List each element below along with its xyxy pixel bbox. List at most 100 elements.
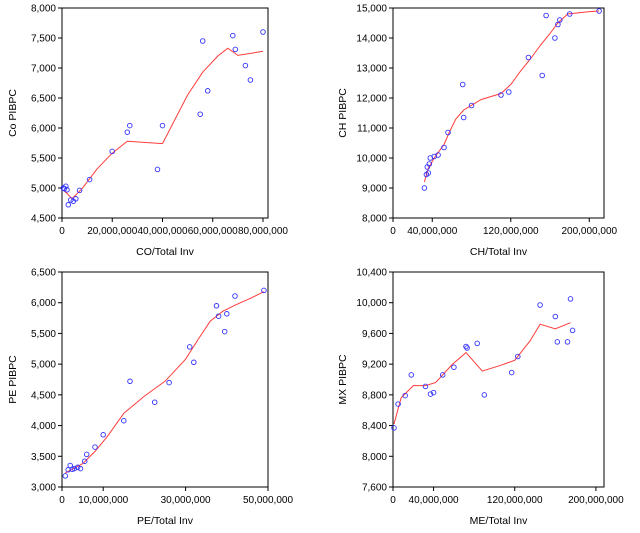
ch-x-tick-label: 120,000,000 bbox=[483, 226, 539, 237]
co-x-tick-label: 60,000,000 bbox=[188, 226, 238, 237]
pe-chart: 3,000 3,500 4,000 4,500 5,000 5,500 6,000 6,500… bbox=[7, 268, 293, 528]
ch-data-point bbox=[552, 35, 558, 41]
mx-y-axis-title: MX PIBPC bbox=[337, 354, 349, 405]
mx-data-point bbox=[554, 339, 561, 345]
ch-data-point bbox=[566, 11, 573, 17]
co-data-point bbox=[154, 166, 161, 173]
mx-data-point bbox=[481, 392, 488, 398]
mx-data-point bbox=[515, 353, 521, 360]
ch-x-tick-label: 200,000,000 bbox=[561, 226, 617, 237]
co-data-point bbox=[109, 148, 115, 155]
ch-chart: 8,000 9,000 10,000 11,000 12,000 13,000 14,000… bbox=[337, 4, 618, 259]
mx-data-point bbox=[427, 391, 434, 397]
pe-data-point bbox=[77, 465, 84, 472]
ch-data-point bbox=[445, 129, 451, 136]
co-data-point bbox=[197, 111, 203, 117]
mx-y-tick-label: 10,000 bbox=[356, 298, 387, 309]
ch-x-tick-label: 0 bbox=[390, 226, 396, 237]
ch-data-point bbox=[543, 12, 549, 19]
co-data-point bbox=[63, 183, 69, 189]
mx-data-point bbox=[564, 339, 571, 345]
ch-data-point bbox=[459, 81, 466, 88]
mx-y-tick-label: 10,400 bbox=[356, 268, 387, 279]
ch-data-point bbox=[596, 8, 602, 14]
co-y-axis-title: Co PIBPC bbox=[7, 89, 19, 137]
mx-data-point bbox=[395, 401, 401, 407]
pe-data-point bbox=[224, 311, 230, 317]
co-y-tick-label: 4,500 bbox=[31, 214, 56, 225]
co-data-point bbox=[127, 122, 133, 129]
pe-y-tick-label: 6,500 bbox=[31, 268, 56, 279]
mx-data-point bbox=[464, 345, 470, 351]
co-data-point bbox=[64, 187, 70, 193]
pe-data-point bbox=[232, 293, 238, 299]
pe-data-point bbox=[74, 464, 81, 471]
mx-chart: 7,600 8,000 8,400 8,800 9,200 9,600 10,000 10,4… bbox=[337, 268, 624, 528]
co-data-point bbox=[159, 122, 166, 129]
ch-x-axis-title: CH/Total Inv bbox=[470, 246, 528, 258]
pe-x-tick-label: 50,000,000 bbox=[243, 495, 293, 506]
pe-x-axis-title: PE/Total Inv bbox=[137, 515, 194, 527]
pe-data-point bbox=[151, 399, 158, 405]
pe-data-point bbox=[127, 378, 133, 385]
pe-data-point bbox=[81, 458, 88, 464]
co-data-point bbox=[204, 88, 211, 94]
mx-data-point bbox=[422, 383, 429, 390]
pe-data-point bbox=[62, 473, 69, 479]
pe-data-point bbox=[121, 417, 127, 424]
co-data-point bbox=[232, 46, 239, 53]
pe-y-axis-title: PE PIBPC bbox=[7, 355, 19, 404]
pe-data-point bbox=[83, 451, 90, 458]
pe-data-point bbox=[186, 344, 193, 350]
mx-data-point bbox=[439, 372, 446, 378]
pe-y-tick-label: 6,000 bbox=[31, 298, 56, 309]
ch-data-point bbox=[525, 54, 532, 61]
pe-y-tick-label: 5,000 bbox=[31, 360, 56, 371]
mx-data-point bbox=[474, 340, 480, 347]
co-data-point bbox=[76, 187, 83, 194]
co-chart: 4,500 5,000 5,500 6,000 6,500 7,000 7,500 8,000… bbox=[7, 4, 288, 259]
ch-y-axis-title: CH PIBPC bbox=[337, 88, 349, 138]
co-x-tick-label: 0 bbox=[59, 226, 65, 237]
co-x-tick-label: 80,000,000 bbox=[238, 226, 288, 237]
pe-data-point bbox=[92, 444, 98, 450]
mx-plot-frame bbox=[392, 271, 605, 488]
co-y-tick-label: 7,000 bbox=[31, 64, 56, 75]
ch-data-point bbox=[506, 89, 512, 95]
mx-data-point bbox=[463, 343, 469, 350]
co-data-point bbox=[260, 29, 266, 35]
mx-fit-line bbox=[393, 322, 571, 425]
ch-y-tick-label: 10,000 bbox=[356, 154, 387, 165]
co-x-tick-label: 40,000,000 bbox=[137, 226, 187, 237]
co-data-point bbox=[199, 38, 206, 44]
co-data-point bbox=[247, 77, 254, 83]
mx-x-tick-label: 200,000,000 bbox=[568, 495, 624, 506]
co-y-tick-label: 5,000 bbox=[31, 184, 56, 195]
mx-y-tick-label: 8,800 bbox=[362, 390, 387, 401]
co-y-tick-label: 8,000 bbox=[31, 4, 56, 15]
pe-data-point bbox=[215, 313, 222, 319]
pe-data-point bbox=[221, 328, 228, 335]
mx-x-tick-label: 120,000,000 bbox=[487, 495, 543, 506]
pe-data-point bbox=[100, 432, 106, 438]
pe-y-tick-label: 5,500 bbox=[31, 329, 56, 340]
co-data-point bbox=[65, 202, 72, 208]
pe-data-point bbox=[71, 465, 78, 472]
ch-data-point bbox=[539, 72, 545, 79]
ch-y-tick-label: 12,000 bbox=[356, 94, 387, 105]
mx-data-point bbox=[537, 302, 543, 308]
co-y-tick-label: 6,500 bbox=[31, 94, 56, 105]
ch-data-point bbox=[555, 21, 561, 28]
ch-y-tick-label: 14,000 bbox=[356, 34, 387, 45]
mx-data-point bbox=[430, 389, 437, 396]
mx-data-point bbox=[508, 369, 515, 376]
mx-data-point bbox=[567, 296, 574, 302]
co-fit-line bbox=[62, 47, 264, 200]
ch-x-tick-label: 40,000,000 bbox=[407, 226, 457, 237]
co-data-point bbox=[73, 196, 79, 202]
mx-y-tick-label: 9,600 bbox=[362, 329, 387, 340]
mx-y-tick-label: 8,000 bbox=[362, 452, 387, 463]
ch-data-point bbox=[557, 17, 563, 23]
pe-plot-frame bbox=[61, 271, 269, 488]
ch-y-tick-label: 13,000 bbox=[356, 64, 387, 75]
